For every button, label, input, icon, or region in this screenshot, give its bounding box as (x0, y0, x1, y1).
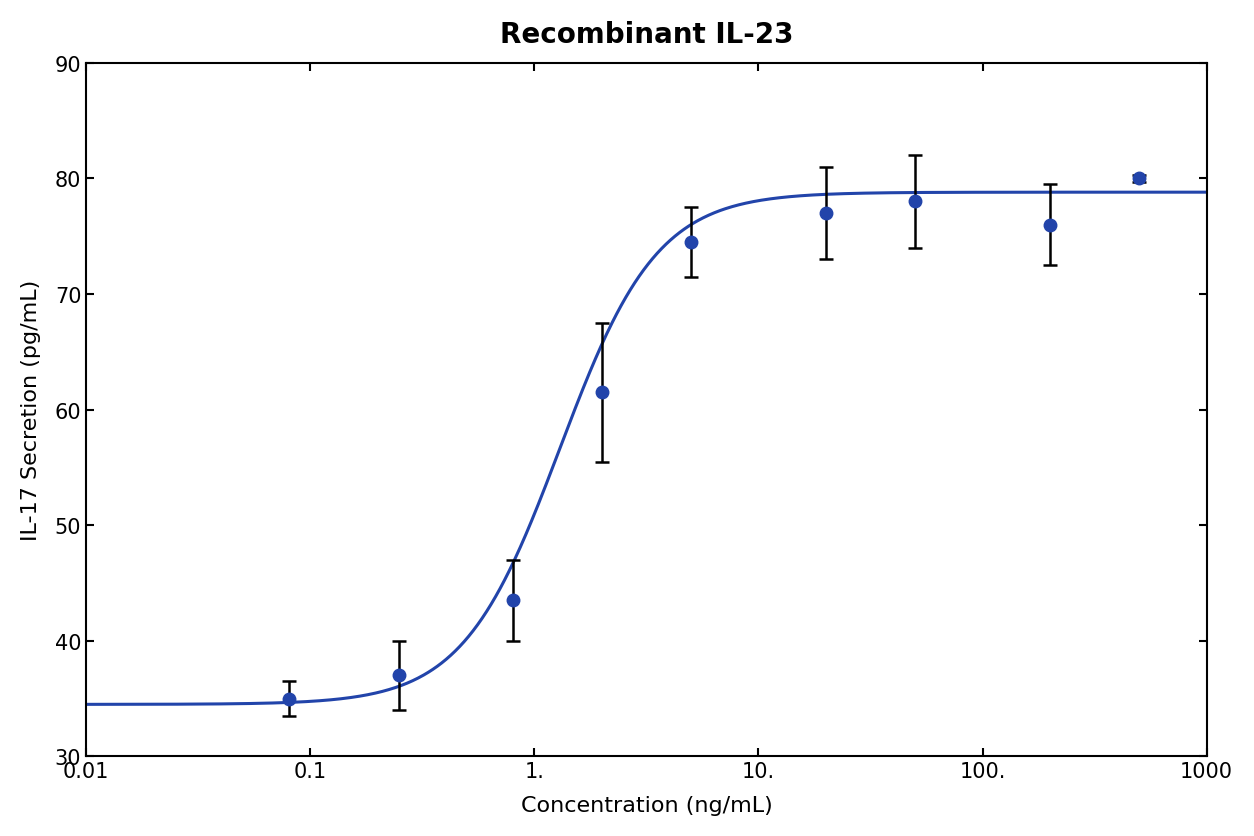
Y-axis label: IL-17 Secretion (pg/mL): IL-17 Secretion (pg/mL) (21, 279, 41, 541)
X-axis label: Concentration (ng/mL): Concentration (ng/mL) (520, 795, 772, 815)
Title: Recombinant IL-23: Recombinant IL-23 (499, 21, 794, 48)
